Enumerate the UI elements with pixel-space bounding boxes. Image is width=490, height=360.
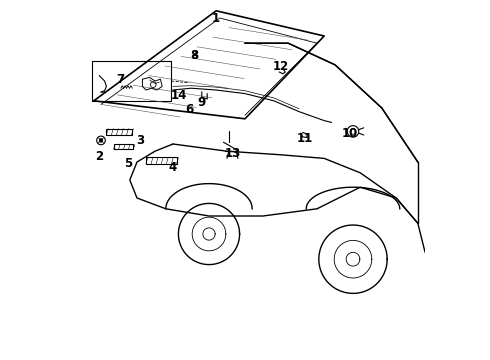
Bar [114, 144, 133, 149]
Text: 7: 7 [117, 73, 125, 86]
Text: 9: 9 [197, 96, 206, 109]
Text: 1: 1 [212, 12, 220, 24]
Bar [92, 61, 171, 101]
Text: 5: 5 [124, 157, 132, 170]
Text: 11: 11 [296, 132, 313, 145]
Bar [106, 129, 132, 135]
Text: 6: 6 [185, 103, 194, 116]
Bar [146, 157, 176, 164]
Text: 3: 3 [137, 134, 145, 147]
Text: 2: 2 [95, 150, 103, 163]
Text: 12: 12 [273, 60, 289, 73]
Text: 10: 10 [341, 127, 358, 140]
Text: 13: 13 [224, 147, 241, 159]
Circle shape [99, 139, 103, 142]
Text: 4: 4 [169, 161, 177, 174]
Text: 8: 8 [191, 49, 199, 62]
Text: 14: 14 [170, 89, 187, 102]
